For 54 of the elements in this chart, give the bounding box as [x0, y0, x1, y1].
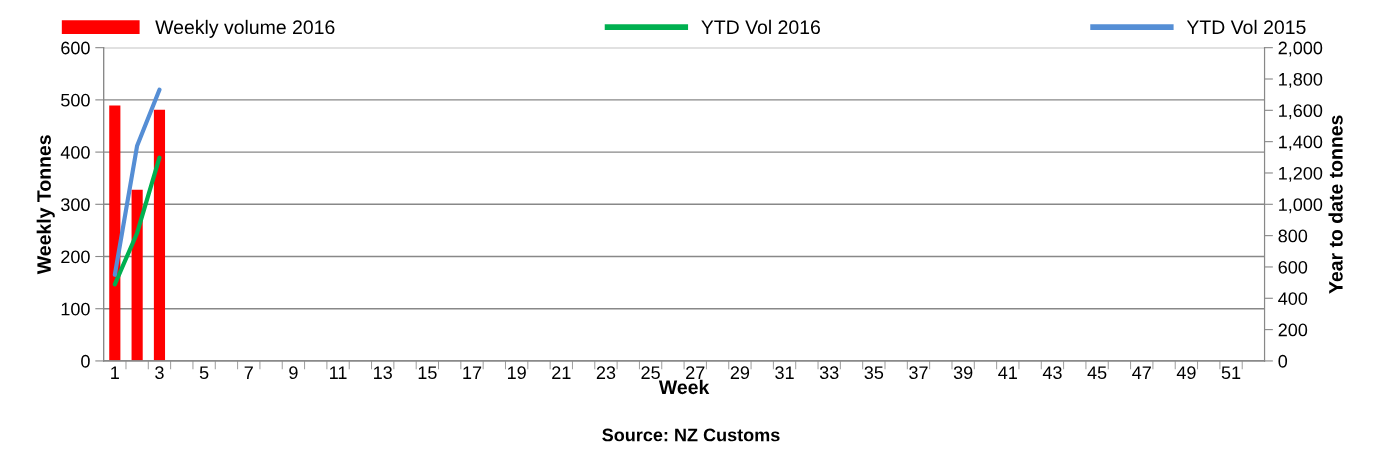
y2-axis-title: Year to date tonnes — [1328, 115, 1343, 294]
x-tick-label: 1 — [111, 366, 119, 379]
x-tick-label: 29 — [730, 366, 750, 380]
y2-tick-label: 400 — [1278, 292, 1308, 305]
x-tick-label: 33 — [819, 366, 839, 380]
bar — [131, 189, 143, 361]
x-tick-label: 41 — [998, 366, 1017, 379]
y-tick-label: 300 — [61, 198, 90, 212]
legend-label: Weekly volume 2016 — [155, 19, 335, 38]
x-tick-label: 9 — [289, 366, 298, 380]
bar — [109, 105, 121, 361]
x-tick-label: 49 — [1176, 366, 1196, 380]
legend-label: YTD Vol 2015 — [1186, 19, 1306, 35]
y-tick-label: 400 — [60, 146, 90, 159]
y-tick-label: 600 — [61, 41, 90, 55]
x-tick-label: 3 — [155, 366, 164, 380]
bar — [153, 109, 166, 361]
x-tick-label: 27 — [686, 366, 705, 379]
y-tick-label: 100 — [61, 302, 90, 316]
y2-tick-label: 1,000 — [1279, 198, 1323, 214]
x-tick-label: 43 — [1042, 366, 1062, 380]
y-axis-title: Weekly Tonnes — [36, 135, 55, 275]
x-tick-label: 13 — [374, 366, 392, 380]
y2-tick-label: 1,400 — [1279, 135, 1323, 151]
x-tick-label: 31 — [775, 366, 794, 380]
x-tick-label: 11 — [330, 366, 347, 379]
y2-tick-label: 1,800 — [1279, 72, 1323, 88]
y2-tick-label: 2,000 — [1278, 41, 1323, 57]
y2-tick-label: 1,600 — [1279, 104, 1323, 120]
x-tick-label: 25 — [641, 366, 660, 380]
x-tick-label: 21 — [552, 366, 571, 379]
x-tick-label: 7 — [244, 366, 253, 379]
source-note: Source: NZ Customs — [602, 428, 780, 442]
y2-tick-label: 0 — [1278, 354, 1288, 368]
x-tick-label: 39 — [953, 366, 973, 380]
legend-label: YTD Vol 2016 — [701, 19, 820, 35]
y2-tick-label: 200 — [1278, 323, 1308, 337]
x-tick-label: 47 — [1132, 366, 1151, 379]
y2-tick-label: 1,200 — [1279, 166, 1323, 182]
x-tick-label: 37 — [909, 366, 928, 380]
x-tick-label: 23 — [596, 366, 616, 380]
x-axis-title: Week — [658, 379, 710, 395]
y2-tick-label: 600 — [1278, 260, 1308, 274]
x-tick-label: 51 — [1221, 366, 1241, 380]
x-tick-label: 15 — [418, 366, 437, 380]
x-tick-label: 45 — [1087, 366, 1107, 380]
y-tick-label: 200 — [61, 250, 90, 264]
x-tick-label: 35 — [864, 366, 884, 380]
x-tick-label: 17 — [463, 366, 482, 379]
x-tick-label: 5 — [199, 366, 209, 380]
y-tick-label: 0 — [81, 354, 90, 368]
y2-tick-label: 800 — [1278, 229, 1308, 243]
y-tick-label: 500 — [61, 93, 90, 107]
x-tick-label: 19 — [507, 366, 526, 380]
